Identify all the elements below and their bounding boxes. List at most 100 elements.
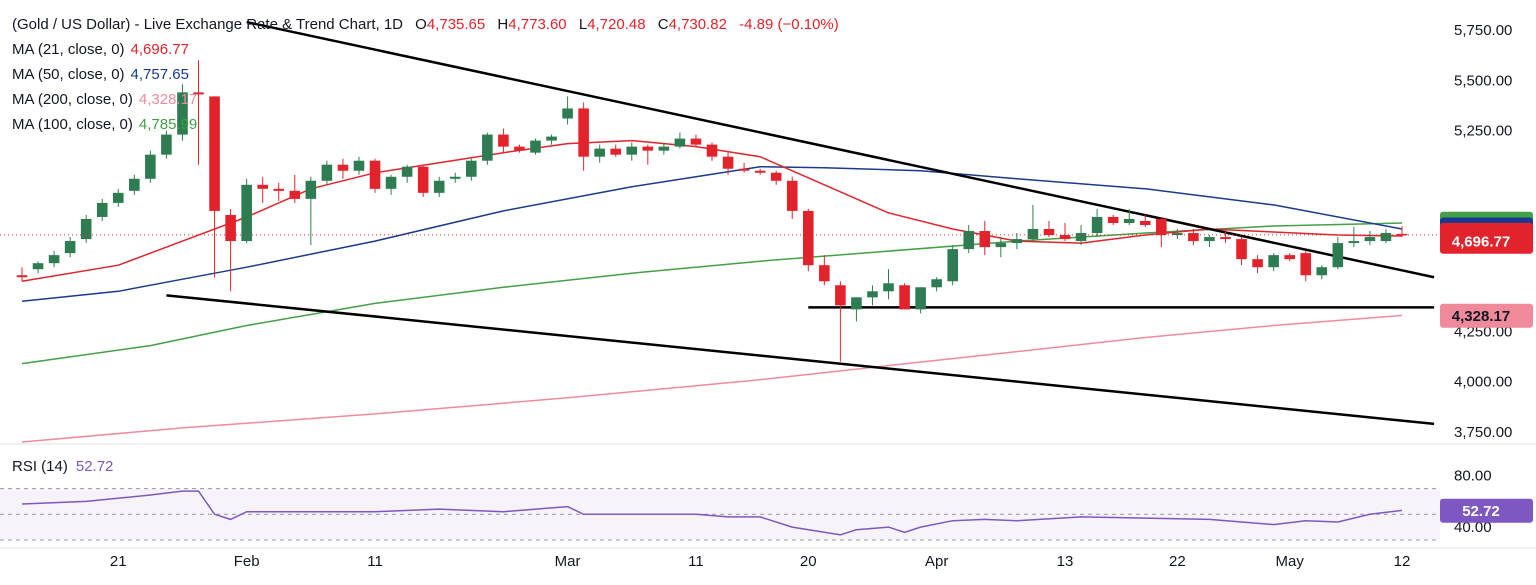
- time-tick-label: 13: [1057, 553, 1074, 570]
- candle-body: [482, 134, 493, 161]
- candle-body: [337, 164, 349, 171]
- candle: [1091, 208, 1103, 238]
- candle-body: [626, 146, 638, 155]
- candle: [1204, 235, 1215, 248]
- price-badge-bg: [1440, 303, 1533, 328]
- time-tick-label: Feb: [234, 553, 260, 570]
- price-badge-text: 4,328.17: [1452, 308, 1510, 325]
- candle: [514, 144, 525, 153]
- candle-body: [1332, 243, 1344, 268]
- candle-body: [1188, 233, 1199, 242]
- candle-body: [209, 96, 220, 211]
- candle: [385, 174, 397, 195]
- candle: [802, 208, 814, 272]
- candle: [658, 142, 670, 155]
- candle-body: [80, 218, 92, 240]
- candle-body: [530, 140, 541, 153]
- candle-body: [819, 265, 830, 282]
- candle-body: [433, 180, 445, 193]
- candle-body: [1043, 229, 1055, 236]
- price-tick-label: 4,000.00: [1454, 374, 1512, 391]
- candle: [947, 245, 958, 286]
- candle-body: [786, 180, 798, 211]
- time-tick-label: 12: [1394, 553, 1411, 570]
- trendline-1: [166, 294, 1435, 426]
- ma100-line: [21, 222, 1403, 365]
- price-axis[interactable]: 5,750.005,500.005,250.004,250.004,000.00…: [1454, 22, 1512, 536]
- candle: [931, 277, 942, 292]
- candle: [32, 261, 44, 274]
- candle-body: [610, 148, 622, 155]
- candle-body: [498, 134, 509, 147]
- candle-body: [1123, 218, 1135, 223]
- chart-legend: (Gold / US Dollar) - Live Exchange Rate …: [12, 12, 839, 137]
- candle-body: [48, 255, 60, 264]
- candle-body: [1075, 233, 1087, 242]
- candle: [1123, 208, 1135, 225]
- candle-body: [1059, 235, 1071, 240]
- change-value: -4.89 (−0.10%): [739, 16, 839, 33]
- chart-title: (Gold / US Dollar) - Live Exchange Rate …: [12, 16, 403, 33]
- candle: [1316, 265, 1328, 280]
- candle: [1027, 204, 1039, 242]
- time-tick-label: 11: [367, 553, 383, 570]
- candle: [722, 152, 734, 175]
- candle: [1075, 224, 1087, 246]
- candle-body: [1091, 216, 1103, 234]
- candle-body: [257, 184, 268, 189]
- price-badge: 4,328.17: [1440, 303, 1533, 328]
- candle-body: [305, 180, 317, 199]
- ma50-line: [21, 165, 1403, 303]
- candle: [674, 132, 686, 149]
- candle-body: [1172, 233, 1183, 236]
- candle-body: [401, 166, 413, 177]
- price-tick-label: 5,500.00: [1454, 72, 1512, 89]
- candle-body: [995, 243, 1007, 248]
- candle-body: [562, 108, 573, 119]
- price-badge-text: 4,696.77: [1452, 234, 1510, 251]
- ma50-legend[interactable]: MA (50, close, 0) 4,757.65: [12, 66, 189, 83]
- candle-body: [161, 134, 172, 155]
- candle-body: [112, 192, 124, 203]
- candle: [225, 208, 236, 292]
- grid-lines: [0, 443, 1536, 549]
- ma100-legend[interactable]: MA (100, close, 0) 4,785.99: [12, 116, 198, 133]
- candle-body: [1220, 237, 1231, 240]
- candle: [995, 237, 1007, 258]
- time-axis[interactable]: 21 Feb 11 Mar 11 20 Apr 13 22 May 12: [110, 553, 1410, 570]
- candle: [690, 134, 702, 147]
- candle: [819, 255, 830, 286]
- candle: [1332, 237, 1344, 270]
- candle: [161, 130, 172, 159]
- candle-body: [64, 241, 76, 254]
- candle-body: [899, 285, 910, 310]
- candle-body: [690, 138, 702, 145]
- candle-body: [1348, 241, 1360, 244]
- candle: [1364, 231, 1376, 246]
- candle-body: [722, 156, 734, 169]
- ma21-legend[interactable]: MA (21, close, 0) 4,696.77: [12, 41, 189, 58]
- ma200-legend[interactable]: MA (200, close, 0) 4,328.17: [12, 91, 198, 108]
- moving-averages: [21, 139, 1403, 443]
- candle: [1156, 216, 1167, 248]
- candle-body: [273, 188, 285, 191]
- candle-body: [1284, 255, 1295, 260]
- time-tick-label: May: [1276, 553, 1305, 570]
- candle-body: [1204, 237, 1215, 242]
- ma200-line: [21, 314, 1403, 443]
- rsi-legend[interactable]: RSI (14) 52.72: [12, 458, 114, 475]
- close-value: 4,730.82: [668, 16, 727, 33]
- candle: [241, 178, 252, 244]
- price-badge-bg: [1440, 229, 1533, 254]
- candle-body: [466, 160, 477, 177]
- candle: [546, 134, 557, 145]
- candle: [530, 138, 541, 155]
- candle: [754, 168, 766, 175]
- candle: [1300, 251, 1312, 282]
- candle: [963, 224, 975, 254]
- candle: [209, 96, 220, 278]
- candle: [562, 96, 573, 125]
- candle: [1107, 214, 1119, 225]
- candle: [466, 158, 477, 181]
